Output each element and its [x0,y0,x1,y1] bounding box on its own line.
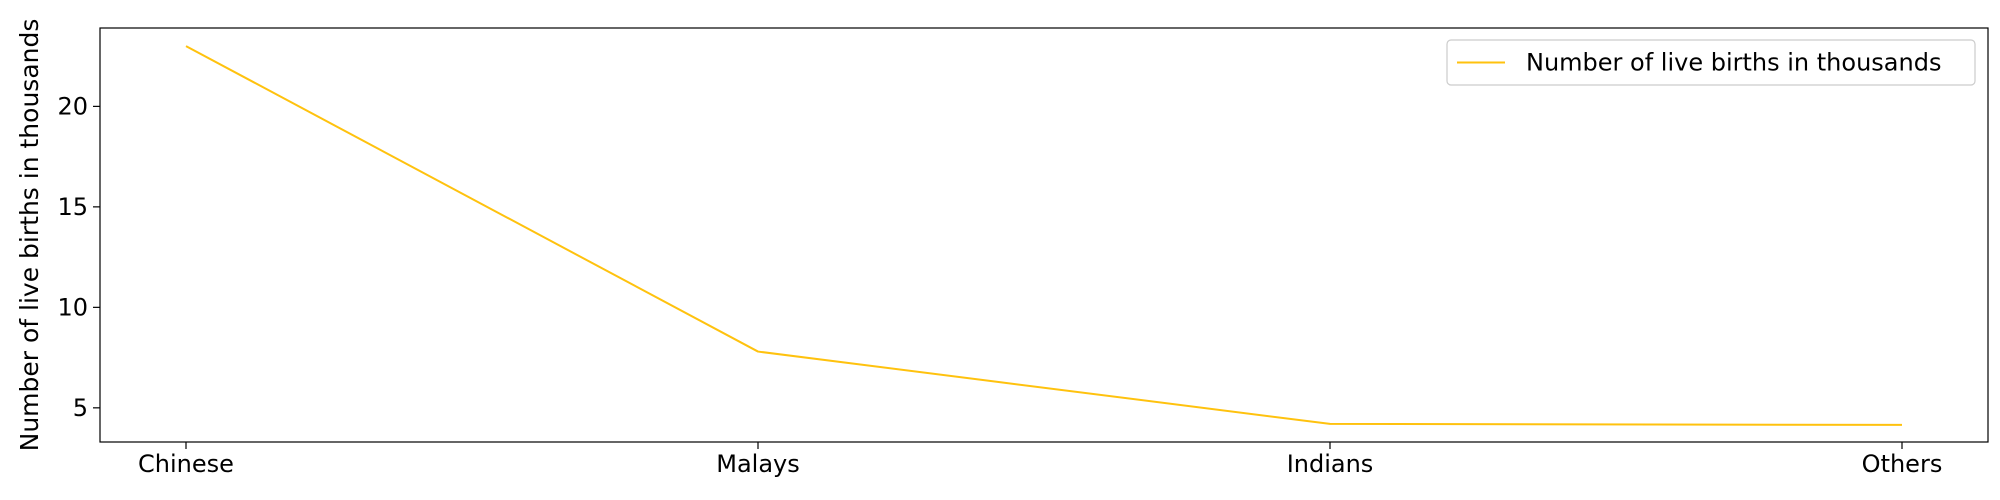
x-tick-label: Indians [1287,450,1374,478]
x-tick-label: Malays [716,450,800,478]
y-tick-label: 15 [57,193,88,221]
x-axis-ticks: Chinese Malays Indians Others [138,442,1942,478]
legend: Number of live births in thousands [1446,39,1976,86]
y-axis-label: Number of live births in thousands [15,19,44,452]
y-tick-label: 20 [57,92,88,120]
y-tick-label: 10 [57,293,88,321]
series-layer [185,45,1903,426]
series-line [185,45,1903,426]
y-tick-label: 5 [73,394,88,422]
legend-box [1446,39,1976,86]
legend-label: Number of live births in thousands [1526,49,1941,77]
plot-frame [99,27,1989,443]
x-tick-label: Others [1862,450,1943,478]
x-tick-label: Chinese [138,450,234,478]
y-axis-ticks: 5 10 15 20 [57,92,100,422]
